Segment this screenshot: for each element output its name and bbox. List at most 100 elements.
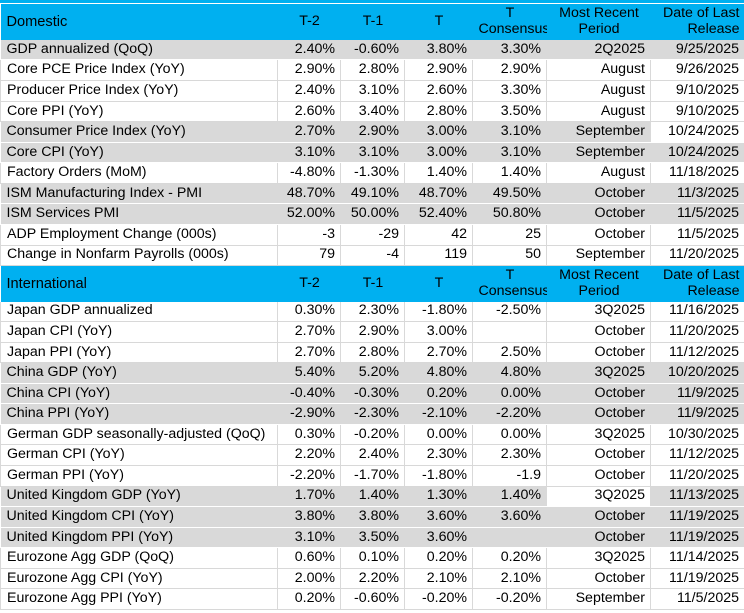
table-row: ISM Services PMI 52.00% 50.00% 52.40% 50.80%…	[0, 203, 744, 225]
partial-row-above	[0, 0, 744, 4]
cell-date: 9/25/2025	[650, 40, 744, 61]
cell-period: August	[546, 59, 651, 81]
table-row: China CPI (YoY) -0.40% -0.30% 0.20% 0.00% Oct…	[0, 383, 744, 405]
cell-label: Eurozone Agg PPI (YoY)	[0, 588, 278, 610]
cell-t1: -0.30%	[340, 383, 405, 405]
cell-t2: -0.40%	[277, 383, 341, 405]
table-row: United Kingdom GDP (YoY) 1.70% 1.40% 1.30% 1…	[0, 486, 744, 508]
cell-consensus: 3.30%	[472, 80, 547, 102]
cell-t1: 0.10%	[340, 547, 405, 569]
cell-period: August	[546, 80, 651, 102]
cell-consensus: 0.20%	[472, 547, 547, 569]
cell-t1: 3.10%	[340, 80, 405, 102]
column-header-t1: T-1	[340, 4, 405, 40]
cell-t: 1.40%	[404, 162, 473, 184]
table-row: Change in Nonfarm Payrolls (000s) 79 -4 119…	[0, 245, 744, 267]
cell-date: 11/12/2025	[650, 444, 744, 466]
cell-consensus: 2.90%	[472, 59, 547, 81]
column-header-t: T	[404, 4, 473, 40]
cell-t: 3.00%	[404, 142, 473, 164]
table-row: Core PCE Price Index (YoY) 2.90% 2.80% 2.90…	[0, 59, 744, 81]
bottom-gap	[0, 610, 744, 613]
cell-date: 11/20/2025	[650, 321, 744, 343]
cell-consensus: -2.50%	[472, 301, 547, 322]
cell-consensus: -0.20%	[472, 588, 547, 610]
cell-label: Core PCE Price Index (YoY)	[0, 59, 278, 81]
table-row: Japan PPI (YoY) 2.70% 2.80% 2.70% 2.50% Octob…	[0, 342, 744, 364]
cell-consensus: 3.30%	[472, 40, 547, 61]
cell-t2: 0.60%	[277, 547, 341, 569]
cell-date: 11/9/2025	[650, 403, 744, 425]
cell-t2: 3.10%	[277, 527, 341, 549]
cell-t: 0.00%	[404, 424, 473, 446]
column-header-t: T	[404, 265, 473, 302]
cell-label: Core CPI (YoY)	[0, 142, 278, 164]
cell-t1: -29	[340, 224, 405, 246]
table-row: Japan GDP annualized 0.30% 2.30% -1.80% -2.5…	[0, 301, 744, 322]
cell-t: 4.80%	[404, 362, 473, 384]
cell-t1: 5.20%	[340, 362, 405, 384]
cell-consensus: 3.60%	[472, 506, 547, 528]
cell-period: 3Q2025	[546, 486, 651, 508]
cell-label: Eurozone Agg GDP (QoQ)	[0, 547, 278, 569]
column-header-consensus: T Consensus	[472, 4, 547, 40]
cell-t1: -1.70%	[340, 465, 405, 487]
cell-consensus: 1.40%	[472, 162, 547, 184]
cell-period: October	[546, 568, 651, 590]
cell-label: ISM Services PMI	[0, 203, 278, 225]
table-body: Domestic T-2 T-1 T T Consensus Most Recent Pe…	[0, 4, 744, 610]
cell-t2: 0.30%	[277, 424, 341, 446]
cell-t: 48.70%	[404, 183, 473, 205]
cell-t1: 3.40%	[340, 101, 405, 123]
cell-t: 42	[404, 224, 473, 246]
cell-label: ADP Employment Change (000s)	[0, 224, 278, 246]
cell-consensus: -1.9	[472, 465, 547, 487]
cell-date: 11/9/2025	[650, 383, 744, 405]
economic-indicators-table: Domestic T-2 T-1 T T Consensus Most Recent Pe…	[0, 4, 744, 610]
table-row: Eurozone Agg PPI (YoY) 0.20% -0.60% -0.20% -…	[0, 588, 744, 610]
cell-consensus: 50.80%	[472, 203, 547, 225]
cell-t: 2.30%	[404, 444, 473, 466]
cell-t: 3.60%	[404, 506, 473, 528]
cell-t2: 3.80%	[277, 506, 341, 528]
cell-date: 11/16/2025	[650, 301, 744, 322]
cell-date: 11/19/2025	[650, 527, 744, 549]
table-row: Eurozone Agg CPI (YoY) 2.00% 2.20% 2.10% 2.1…	[0, 568, 744, 590]
table-row: United Kingdom CPI (YoY) 3.80% 3.80% 3.60% 3…	[0, 506, 744, 528]
cell-consensus: 25	[472, 224, 547, 246]
cell-t: 0.20%	[404, 383, 473, 405]
cell-date: 11/20/2025	[650, 465, 744, 487]
cell-label: German GDP seasonally-adjusted (QoQ)	[0, 424, 278, 446]
cell-date: 10/20/2025	[650, 362, 744, 384]
cell-t2: 1.70%	[277, 486, 341, 508]
cell-period: October	[546, 383, 651, 405]
cell-t2: -2.20%	[277, 465, 341, 487]
cell-date: 11/18/2025	[650, 162, 744, 184]
cell-label: United Kingdom GDP (YoY)	[0, 486, 278, 508]
cell-t1: 2.80%	[340, 342, 405, 364]
table-row: GDP annualized (QoQ) 2.40% -0.60% 3.80% 3.30…	[0, 40, 744, 61]
table-row: China PPI (YoY) -2.90% -2.30% -2.10% -2.20% O…	[0, 403, 744, 425]
cell-label: Japan GDP annualized	[0, 301, 278, 322]
section-header-domestic: Domestic T-2 T-1 T T Consensus Most Recent Pe…	[0, 4, 744, 40]
cell-consensus: 3.10%	[472, 142, 547, 164]
cell-date: 11/13/2025	[650, 486, 744, 508]
column-header-period: Most Recent Period	[546, 4, 651, 40]
section-title-international: International	[0, 265, 278, 302]
cell-label: ISM Manufacturing Index - PMI	[0, 183, 278, 205]
cell-t1: 2.20%	[340, 568, 405, 590]
table-row: Core PPI (YoY) 2.60% 3.40% 2.80% 3.50% August…	[0, 101, 744, 123]
cell-t1: -4	[340, 245, 405, 267]
cell-t1: 3.80%	[340, 506, 405, 528]
cell-label: China CPI (YoY)	[0, 383, 278, 405]
cell-t: 3.80%	[404, 40, 473, 61]
cell-consensus: 3.10%	[472, 121, 547, 143]
table-row: Eurozone Agg GDP (QoQ) 0.60% 0.10% 0.20% 0.2…	[0, 547, 744, 569]
cell-label: GDP annualized (QoQ)	[0, 40, 278, 61]
cell-t1: 1.40%	[340, 486, 405, 508]
cell-t2: 2.70%	[277, 321, 341, 343]
cell-period: October	[546, 465, 651, 487]
cell-t: -2.10%	[404, 403, 473, 425]
cell-t2: 52.00%	[277, 203, 341, 225]
